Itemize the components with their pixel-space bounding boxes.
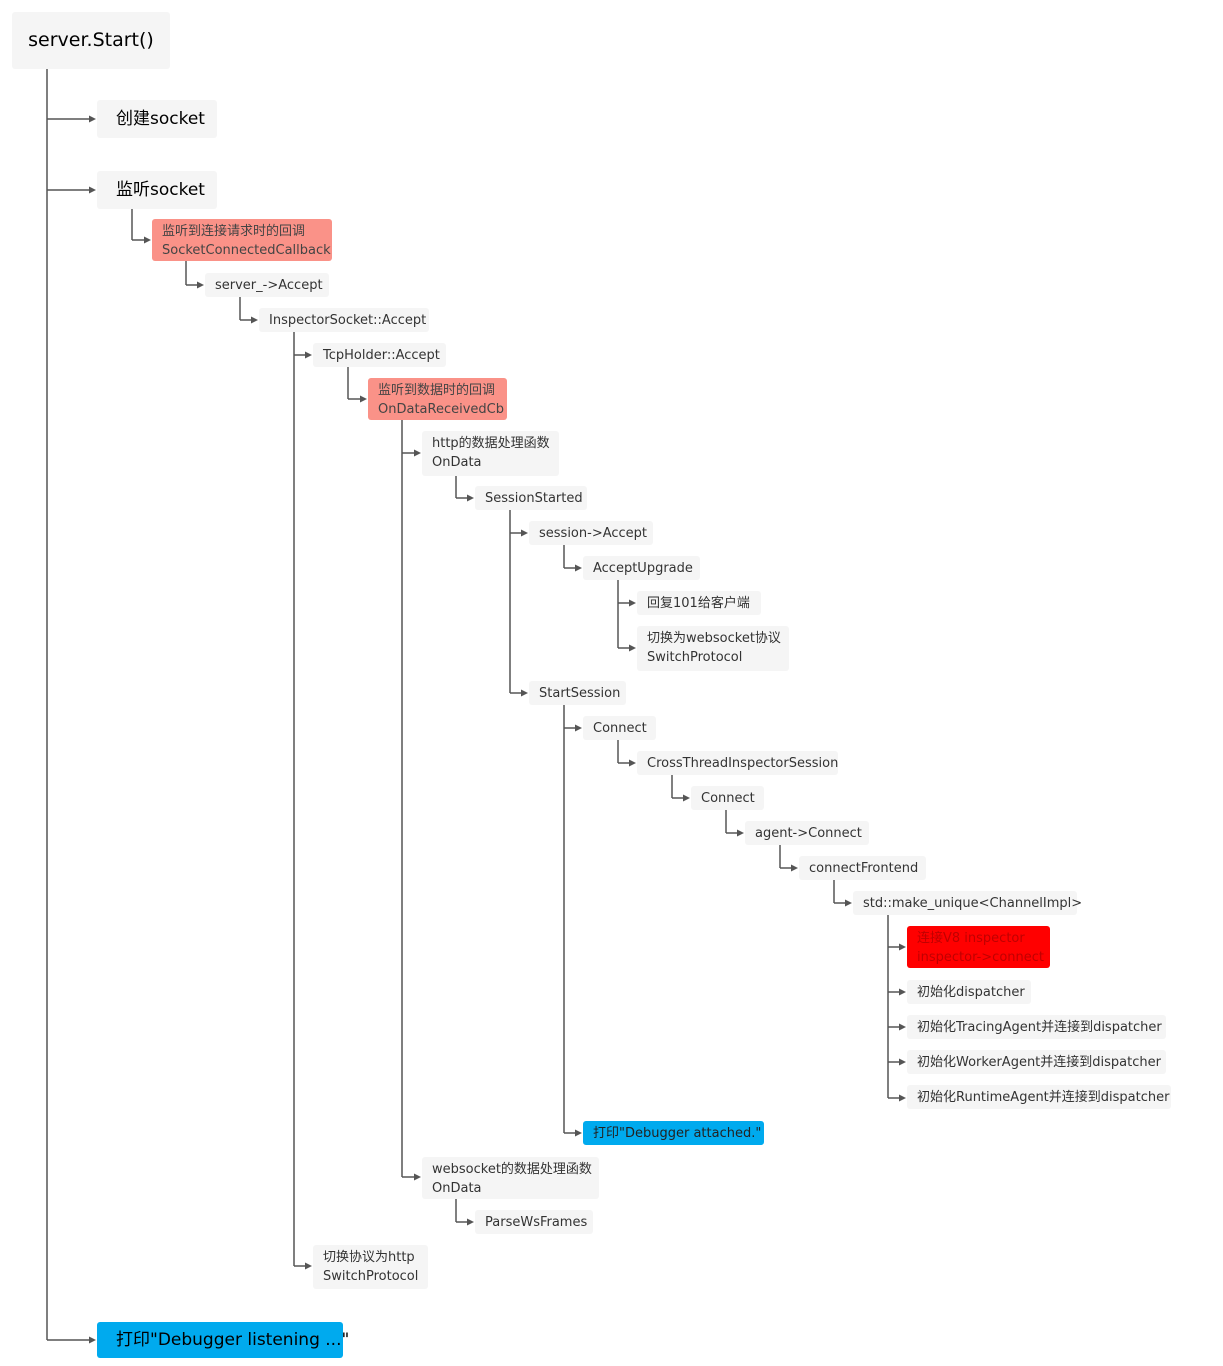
node-session-accept[interactable]: session->Accept: [529, 521, 653, 545]
arrow-head-icon: [575, 564, 582, 572]
label-line: OnDataReceivedCb: [378, 402, 504, 417]
node-init-runtime-agent[interactable]: 初始化RuntimeAgent并连接到dispatcher: [907, 1085, 1171, 1109]
label-line: http的数据处理函数: [432, 436, 550, 451]
node-inspector-socket-accept[interactable]: InspectorSocket::Accept: [259, 308, 429, 332]
arrow-head-icon: [305, 1262, 312, 1270]
node-init-dispatcher[interactable]: 初始化dispatcher: [907, 980, 1031, 1004]
arrow-head-icon: [899, 1094, 906, 1102]
node-http-ondata[interactable]: http的数据处理函数 OnData: [422, 431, 559, 476]
label-line: 切换协议为http: [323, 1250, 415, 1265]
node-create-socket[interactable]: 创建socket: [97, 100, 217, 138]
node-cross-thread-inspector-session[interactable]: CrossThreadInspectorSession: [637, 751, 838, 775]
label-line: 切换为websocket协议: [647, 631, 781, 646]
arrow-head-icon: [899, 1058, 906, 1066]
arrow-head-icon: [575, 724, 582, 732]
arrow-head-icon: [467, 494, 474, 502]
arrow-head-icon: [629, 759, 636, 767]
arrow-head-icon: [305, 351, 312, 359]
arrow-head-icon: [629, 599, 636, 607]
arrow-head-icon: [899, 943, 906, 951]
node-print-debugger-attached[interactable]: 打印"Debugger attached.": [583, 1121, 764, 1145]
arrow-head-icon: [89, 115, 96, 123]
node-reply-101[interactable]: 回复101给客户端: [637, 591, 761, 615]
node-make-unique-channelimpl[interactable]: std::make_unique<ChannelImpl>: [853, 891, 1082, 915]
label-line: 监听到数据时的回调: [378, 383, 496, 398]
node-connect[interactable]: Connect: [583, 716, 656, 740]
node-accept-upgrade[interactable]: AcceptUpgrade: [583, 556, 700, 580]
node-websocket-ondata[interactable]: websocket的数据处理函数 OnData: [422, 1157, 599, 1199]
arrow-head-icon: [791, 864, 798, 872]
node-connect-frontend[interactable]: connectFrontend: [799, 856, 926, 880]
arrow-head-icon: [144, 236, 151, 244]
arrow-head-icon: [414, 449, 421, 457]
arrow-head-icon: [89, 1336, 96, 1344]
arrow-head-icon: [899, 1023, 906, 1031]
node-server-accept[interactable]: server_->Accept: [205, 273, 329, 297]
node-agent-connect[interactable]: agent->Connect: [745, 821, 869, 845]
label-line: 监听到连接请求时的回调: [162, 224, 306, 239]
label-line: OnData: [432, 1181, 482, 1196]
arrow-head-icon: [414, 1173, 421, 1181]
label-line: inspector->connect: [917, 950, 1044, 965]
node-switch-websocket[interactable]: 切换为websocket协议 SwitchProtocol: [637, 626, 789, 671]
arrow-head-icon: [251, 316, 258, 324]
node-switch-http[interactable]: 切换协议为http SwitchProtocol: [313, 1245, 428, 1289]
arrow-head-icon: [629, 644, 636, 652]
node-session-started[interactable]: SessionStarted: [475, 486, 587, 510]
arrow-head-icon: [360, 395, 367, 403]
arrow-head-icon: [521, 529, 528, 537]
node-server-start[interactable]: server.Start(): [12, 12, 170, 69]
node-connect-v8-inspector[interactable]: 连接V8 inspector inspector->connect: [907, 926, 1050, 968]
arrow-head-icon: [845, 899, 852, 907]
label-line: 连接V8 inspector: [917, 931, 1025, 946]
node-connect-2[interactable]: Connect: [691, 786, 764, 810]
node-init-tracing-agent[interactable]: 初始化TracingAgent并连接到dispatcher: [907, 1015, 1166, 1039]
arrow-head-icon: [737, 829, 744, 837]
arrow-head-icon: [467, 1218, 474, 1226]
arrow-head-icon: [575, 1129, 582, 1137]
arrow-head-icon: [197, 281, 204, 289]
label-line: SocketConnectedCallback: [162, 243, 331, 258]
node-socket-connected-callback[interactable]: 监听到连接请求时的回调 SocketConnectedCallback: [152, 219, 332, 261]
arrow-head-icon: [683, 794, 690, 802]
node-listen-socket[interactable]: 监听socket: [97, 171, 217, 209]
node-print-debugger-listening[interactable]: 打印"Debugger listening ...": [97, 1322, 349, 1358]
label-line: SwitchProtocol: [323, 1269, 419, 1284]
node-start-session[interactable]: StartSession: [529, 681, 626, 705]
label-line: OnData: [432, 455, 482, 470]
label-line: SwitchProtocol: [647, 650, 743, 665]
label-line: websocket的数据处理函数: [432, 1162, 592, 1177]
arrow-head-icon: [89, 186, 96, 194]
node-on-data-received-cb[interactable]: 监听到数据时的回调 OnDataReceivedCb: [368, 378, 507, 420]
arrow-head-icon: [899, 988, 906, 996]
arrow-head-icon: [521, 689, 528, 697]
node-parse-ws-frames[interactable]: ParseWsFrames: [475, 1210, 593, 1234]
node-tcpholder-accept[interactable]: TcpHolder::Accept: [313, 343, 446, 367]
node-init-worker-agent[interactable]: 初始化WorkerAgent并连接到dispatcher: [907, 1050, 1166, 1074]
